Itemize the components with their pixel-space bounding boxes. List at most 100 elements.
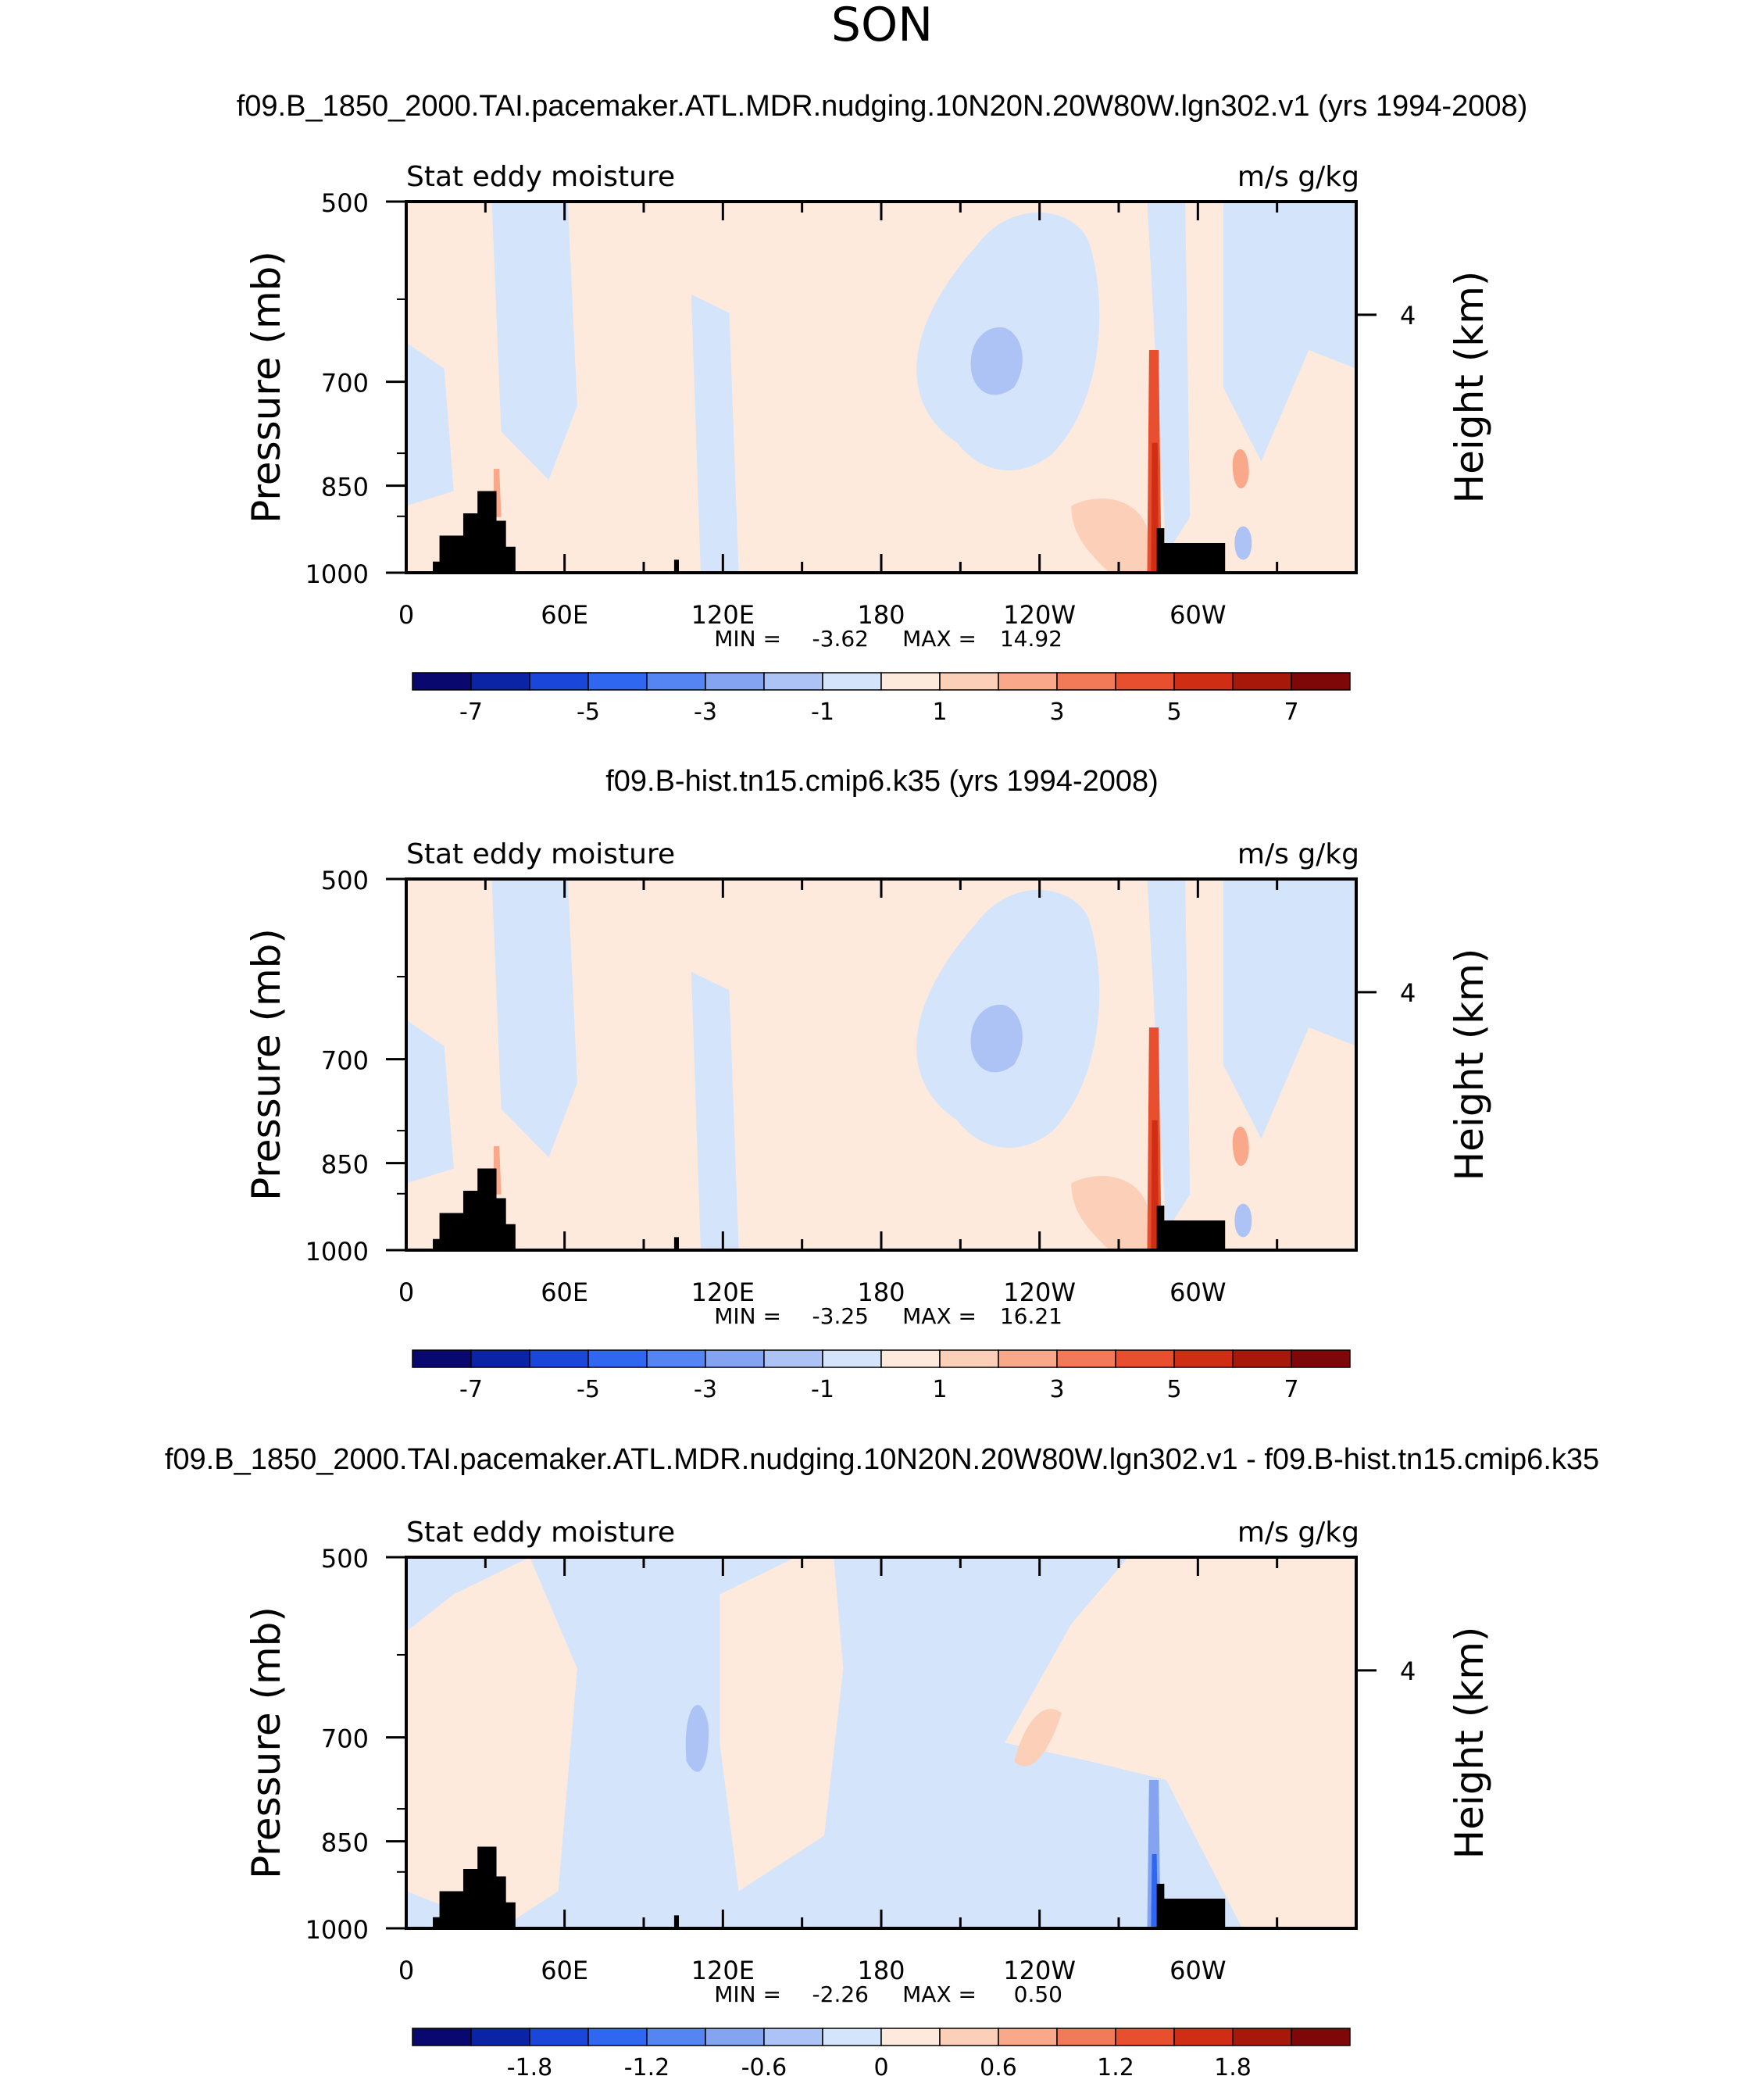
colorbar-label: -1.2: [624, 2054, 670, 2076]
colorbar-box: [822, 2028, 882, 2046]
colorbar-box: [646, 672, 706, 691]
land-mask-island: [673, 559, 679, 573]
panel-3: f09.B_1850_2000.TAI.pacemaker.ATL.MDR.nu…: [165, 1443, 1599, 2076]
colorbar-box: [1115, 1349, 1175, 1368]
land-mask-americas: [1156, 543, 1226, 573]
colorbar-label: 1: [932, 699, 947, 726]
x-tick-label: 0: [398, 600, 414, 630]
contour-blue-band-left-edge: [406, 342, 454, 506]
colorbar-box: [939, 672, 999, 691]
contour-blue-band-left-edge: [406, 1020, 454, 1184]
colorbar-label: -0.6: [741, 2054, 787, 2076]
x-tick-label: 180: [857, 1277, 905, 1307]
panel-title: f09.B_1850_2000.TAI.pacemaker.ATL.MDR.nu…: [237, 90, 1528, 123]
colorbar-box: [705, 2028, 765, 2046]
x-tick-label: 60W: [1169, 1277, 1226, 1307]
colorbar-box: [587, 1349, 648, 1368]
colorbar-label: 3: [1049, 699, 1064, 726]
units-label: m/s g/kg: [1237, 1517, 1359, 1549]
colorbar-label: -1: [811, 1376, 834, 1403]
land-mask-africa: [433, 1846, 516, 1928]
y-right-tick-label: 4: [1400, 978, 1416, 1008]
colorbar-label: -7: [459, 699, 483, 726]
contour-peach-west: [406, 1557, 577, 1928]
colorbar-box: [529, 1349, 589, 1368]
colorbar-box: [822, 672, 882, 691]
contour-darkblue-andes-core: [1151, 1854, 1158, 1928]
colorbar-label: -3: [694, 699, 717, 726]
colorbar-box: [1056, 1349, 1116, 1368]
colorbar-box: [705, 672, 765, 691]
colorbar-box: [587, 2028, 648, 2046]
colorbar-box: [880, 2028, 941, 2046]
x-tick-label: 60W: [1169, 600, 1226, 630]
variable-label: Stat eddy moisture: [406, 838, 675, 870]
colorbar-box: [1232, 1349, 1292, 1368]
land-mask-island: [673, 1237, 679, 1250]
colorbar-label: 5: [1166, 699, 1181, 726]
colorbar-box: [1173, 1349, 1234, 1368]
land-mask-americas: [1156, 1899, 1226, 1928]
x-tick-label: 180: [857, 600, 905, 630]
min-label: MIN =: [714, 626, 781, 652]
land-mask-andes-peak: [1156, 528, 1165, 543]
colorbar-box: [587, 672, 648, 691]
panel-title: f09.B-hist.tn15.cmip6.k35 (yrs 1994-2008…: [605, 765, 1159, 798]
colorbar-box: [998, 1349, 1058, 1368]
y-right-tick-label: 4: [1400, 1656, 1416, 1686]
colorbar-label: 3: [1049, 1376, 1064, 1403]
contour-blue-band-west: [491, 879, 577, 1158]
colorbar-box: [529, 2028, 589, 2046]
min-label: MIN =: [714, 1303, 781, 1329]
colorbar-box: [998, 672, 1058, 691]
contour-blue-band-west: [491, 202, 577, 481]
colorbar-box: [412, 672, 472, 691]
y-axis-title: Pressure (mb): [244, 1606, 289, 1879]
x-tick-label: 120E: [691, 1277, 755, 1307]
x-tick-label: 120W: [1003, 1277, 1076, 1307]
colorbar-label: 0: [873, 2054, 888, 2076]
max-label: MAX =: [902, 1981, 977, 2007]
land-mask-africa: [433, 1168, 516, 1250]
colorbar-box: [1056, 672, 1116, 691]
max-value: 0.50: [1014, 1981, 1062, 2007]
colorbar-box: [763, 2028, 823, 2046]
colorbar-box: [470, 1349, 530, 1368]
colorbar-box: [1115, 2028, 1175, 2046]
colorbar-label: 1.8: [1214, 2054, 1252, 2076]
contour-blue-caribbean-spot: [1234, 526, 1252, 560]
y-tick-label: 1000: [305, 559, 369, 589]
contour-blue-band-atlantic: [1223, 879, 1356, 1139]
y-tick-label: 1000: [305, 1915, 369, 1945]
colorbar-box: [880, 672, 941, 691]
colorbar-label: 1: [932, 1376, 947, 1403]
colorbar-box: [470, 672, 530, 691]
colorbar-box: [998, 2028, 1058, 2046]
contour-blue-band-andes: [1147, 879, 1191, 1232]
y-right-tick-label: 4: [1400, 301, 1416, 331]
contour-blue-band-atlantic: [1223, 202, 1356, 462]
colorbar-box: [1232, 2028, 1292, 2046]
season-title: SON: [831, 0, 933, 52]
colorbar-box: [1291, 672, 1351, 691]
contour-blue-core-pacific: [970, 327, 1023, 395]
x-tick-label: 60E: [541, 1277, 588, 1307]
colorbar-box: [1173, 672, 1234, 691]
panel-title: f09.B_1850_2000.TAI.pacemaker.ATL.MDR.nu…: [165, 1443, 1599, 1476]
y-right-axis-title: Height (km): [1447, 949, 1492, 1181]
colorbar-box: [529, 672, 589, 691]
min-value: -3.62: [812, 626, 869, 652]
colorbar-label: 1.2: [1097, 2054, 1134, 2076]
contour-peach-central: [720, 1557, 844, 1892]
colorbar-label: -5: [577, 699, 600, 726]
colorbar-box: [1291, 2028, 1351, 2046]
colorbar-label: -7: [459, 1376, 483, 1403]
y-tick-label: 1000: [305, 1237, 369, 1267]
land-mask-andes-peak: [1156, 1884, 1165, 1899]
land-mask-island: [673, 1915, 679, 1928]
colorbar-box: [646, 2028, 706, 2046]
min-value: -2.26: [812, 1981, 869, 2007]
x-tick-label: 0: [398, 1277, 414, 1307]
colorbar-label: 5: [1166, 1376, 1181, 1403]
colorbar-box: [939, 1349, 999, 1368]
